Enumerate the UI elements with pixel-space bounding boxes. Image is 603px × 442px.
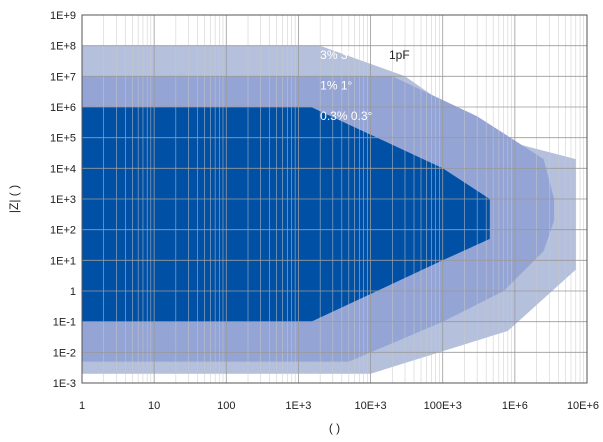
x-tick-label: 10E+3	[355, 400, 387, 412]
y-tick-label: 1E-3	[53, 378, 76, 390]
annotation-1pf: 1pF	[389, 48, 410, 62]
x-tick-label: 1E+6	[502, 400, 528, 412]
y-tick-label: 1E+3	[50, 194, 76, 206]
region-annotations: 3% 3° 1% 1° 0.3% 0.3° 1pF	[320, 48, 410, 123]
y-tick-labels: 1E+9 1E+8 1E+7 1E+6 1E+5 1E+4 1E+3 1E+2 1E+1 1 1E-…	[50, 10, 76, 390]
y-tick-label: 1E+5	[50, 133, 76, 145]
x-tick-labels: 1 10 100 1E+3 10E+3 100E+3 1E+6 10E+6	[79, 400, 599, 412]
annotation-1-1: 1% 1°	[320, 79, 352, 93]
y-tick-label: 1	[70, 286, 76, 298]
x-tick-label: 100E+3	[424, 400, 462, 412]
plot-frame	[81, 14, 588, 384]
annotation-0-3-0-3: 0.3% 0.3°	[320, 109, 372, 123]
x-tick-label: 100	[217, 400, 235, 412]
x-axis-label: ( )	[329, 421, 340, 435]
y-tick-label: 1E+7	[50, 71, 76, 83]
x-tick-label: 10E+6	[567, 400, 599, 412]
y-tick-label: 1E-1	[53, 317, 76, 329]
y-tick-label: 1E+4	[50, 163, 76, 175]
region-0-3-0-3	[82, 107, 490, 322]
x-tick-label: 10	[148, 400, 160, 412]
y-tick-label: 1E-2	[53, 347, 76, 359]
y-tick-label: 1E+8	[50, 41, 76, 53]
accuracy-regions	[82, 45, 576, 374]
x-tick-label: 1	[79, 400, 85, 412]
y-tick-label: 1E+9	[50, 10, 76, 22]
annotation-3-3: 3% 3°	[320, 48, 352, 62]
x-tick-label: 1E+3	[285, 400, 311, 412]
y-tick-label: 1E+6	[50, 102, 76, 114]
y-axis-label: |Z| ( )	[7, 185, 21, 213]
y-tick-label: 1E+2	[50, 225, 76, 237]
y-tick-label: 1E+1	[50, 255, 76, 267]
